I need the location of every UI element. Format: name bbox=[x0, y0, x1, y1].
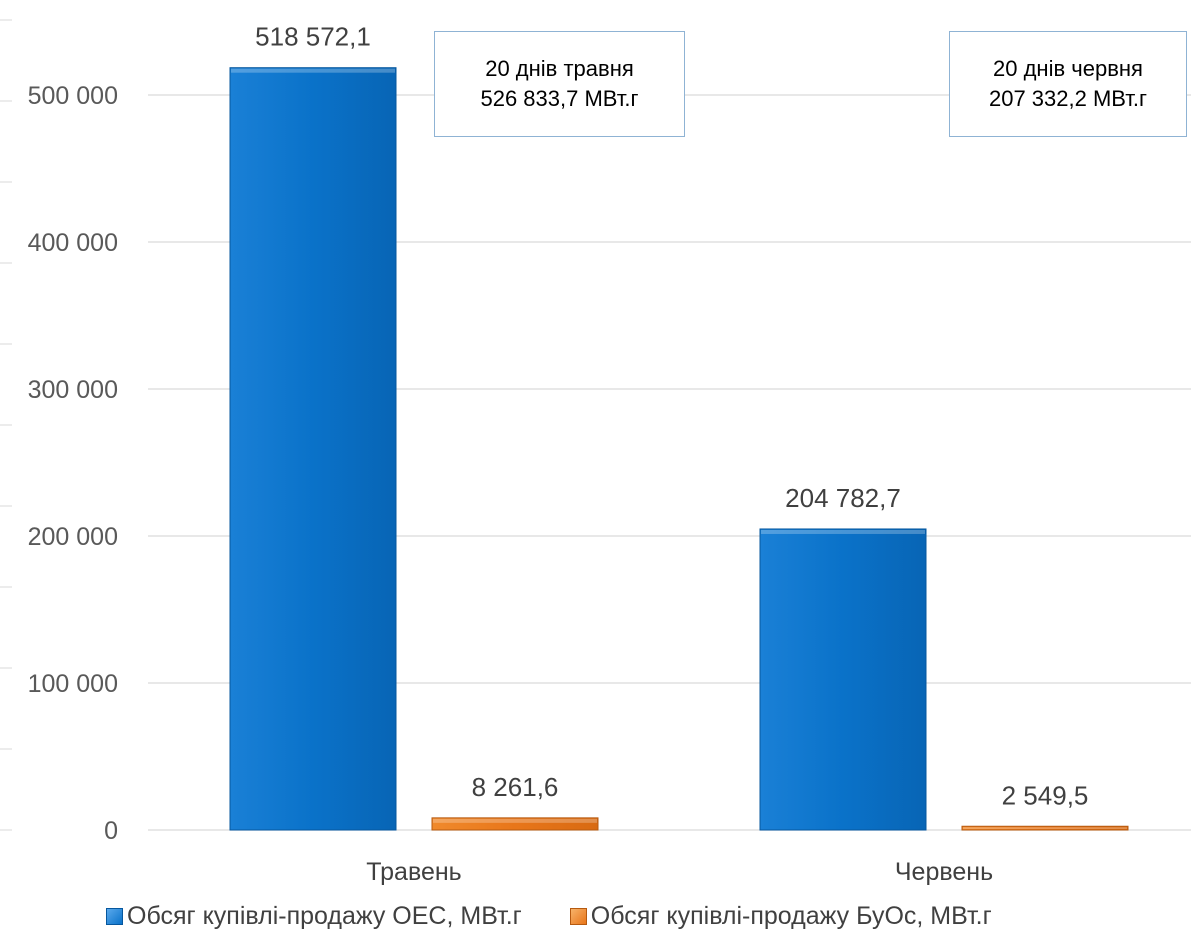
annotation-may-line1: 20 днів травня bbox=[485, 56, 634, 82]
legend-label-buos: Обсяг купівлі-продажу БуОс, МВт.г bbox=[590, 902, 992, 930]
legend-item-buos: Обсяг купівлі-продажу БуОс, МВт.г bbox=[569, 902, 992, 931]
x-category-label: Червень bbox=[895, 858, 993, 886]
bar-buos-highlight bbox=[433, 818, 597, 823]
legend-swatch-buos bbox=[569, 908, 587, 925]
data-label: 2 549,5 bbox=[1002, 780, 1089, 810]
bar-oes-highlight bbox=[231, 68, 395, 73]
data-label: 8 261,6 bbox=[472, 772, 559, 802]
y-tick-label: 200 000 bbox=[28, 523, 118, 551]
y-tick-label: 100 000 bbox=[28, 670, 118, 698]
bar-buos bbox=[961, 825, 1129, 831]
annotation-june: 20 днів червня 207 332,2 МВт.г bbox=[949, 31, 1187, 137]
bar-oes bbox=[229, 67, 397, 831]
bar-oes bbox=[759, 528, 927, 831]
bar-oes-highlight bbox=[761, 529, 925, 534]
annotation-may: 20 днів травня 526 833,7 МВт.г bbox=[434, 31, 685, 137]
bar-buos-highlight bbox=[963, 827, 1127, 829]
x-category-label: Травень bbox=[366, 858, 461, 886]
annotation-june-line1: 20 днів червня bbox=[993, 56, 1143, 82]
legend: Обсяг купівлі-продажу ОЕС, МВт.г Обсяг к… bbox=[106, 902, 1040, 931]
y-tick-label: 400 000 bbox=[28, 229, 118, 257]
data-label: 204 782,7 bbox=[785, 483, 901, 513]
bar-buos bbox=[431, 817, 599, 831]
y-tick-label: 0 bbox=[104, 817, 118, 845]
legend-swatch-oes bbox=[106, 908, 123, 925]
annotation-june-line2: 207 332,2 МВт.г bbox=[988, 86, 1148, 111]
y-tick-label: 300 000 bbox=[28, 376, 118, 404]
y-tick-label: 500 000 bbox=[28, 82, 118, 110]
data-label: 518 572,1 bbox=[255, 22, 371, 52]
legend-label-oes: Обсяг купівлі-продажу ОЕС, МВт.г bbox=[127, 902, 522, 930]
legend-item-oes: Обсяг купівлі-продажу ОЕС, МВт.г bbox=[106, 902, 522, 931]
annotation-may-line2: 526 833,7 МВт.г bbox=[480, 86, 639, 111]
